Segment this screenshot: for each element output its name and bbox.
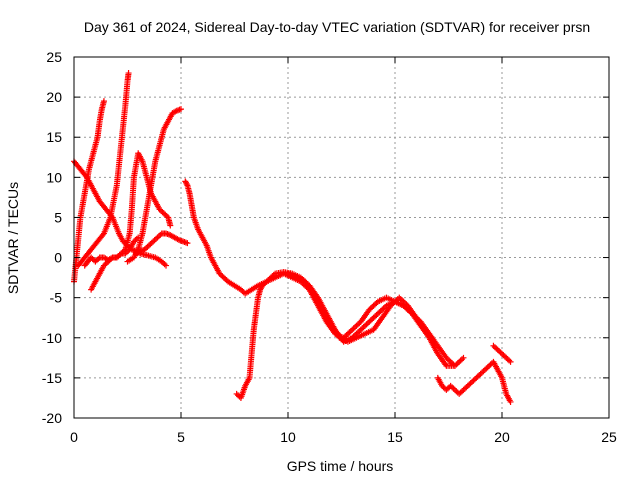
- y-tick-label: -10: [42, 330, 62, 346]
- series-trace-7: [133, 230, 191, 257]
- chart-title: Day 361 of 2024, Sidereal Day-to-day VTE…: [84, 19, 590, 35]
- y-tick-label: -15: [42, 370, 62, 386]
- data-points: [71, 70, 514, 405]
- y-tick-label: 10: [46, 169, 62, 185]
- series-trace-11: [434, 358, 514, 405]
- data-point: [100, 98, 107, 105]
- y-tick-label: -20: [42, 410, 62, 426]
- data-point: [460, 354, 467, 361]
- y-axis-label: SDTVAR / TECUs: [5, 182, 21, 294]
- series-trace-3: [75, 70, 132, 269]
- data-point: [125, 70, 132, 77]
- series-trace-12: [490, 342, 514, 365]
- y-tick-label: 5: [54, 209, 62, 225]
- data-point: [507, 398, 514, 405]
- x-tick-label: 5: [177, 429, 185, 445]
- series-trace-4: [88, 150, 174, 293]
- x-tick-label: 15: [387, 429, 403, 445]
- data-point: [183, 181, 190, 188]
- data-point: [167, 222, 174, 229]
- x-tick-label: 0: [70, 429, 78, 445]
- x-tick-label: 10: [280, 429, 296, 445]
- series-trace-8: [182, 178, 458, 369]
- grid: [74, 57, 609, 418]
- series-trace-5: [81, 234, 142, 269]
- series-trace-10: [285, 270, 428, 345]
- data-point: [421, 326, 428, 333]
- data-point: [163, 262, 170, 269]
- x-tick-label: 20: [494, 429, 510, 445]
- y-tick-label: 15: [46, 129, 62, 145]
- x-axis-ticks: 0 5 10 15 20 25: [70, 57, 617, 445]
- data-point: [507, 358, 514, 365]
- data-point: [178, 106, 184, 113]
- y-tick-label: 20: [46, 89, 62, 105]
- x-tick-label: 25: [601, 429, 617, 445]
- series-trace-6: [124, 106, 184, 265]
- data-point: [99, 231, 106, 238]
- y-tick-label: -5: [50, 290, 63, 306]
- y-tick-label: 25: [46, 49, 62, 65]
- data-point: [184, 240, 191, 247]
- x-axis-label: GPS time / hours: [287, 458, 394, 474]
- plot-frame: [73, 56, 610, 419]
- y-axis-ticks: 25 20 15 10 5 0 -5 -10 -15 -20: [42, 49, 609, 426]
- y-tick-label: 0: [54, 250, 62, 266]
